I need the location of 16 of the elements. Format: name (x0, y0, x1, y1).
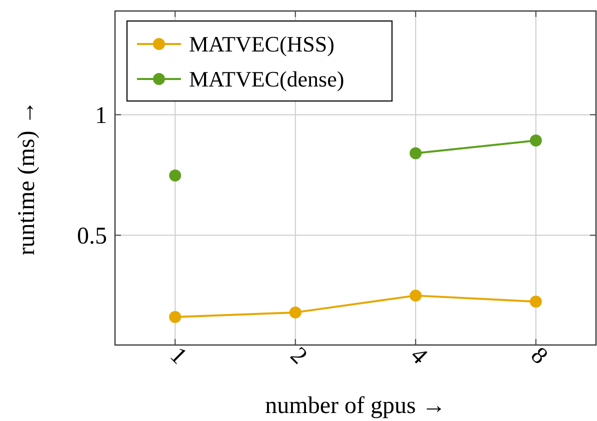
legend-label: MATVEC(HSS) (189, 32, 334, 57)
y-tick-label: 0.5 (77, 224, 107, 250)
x-tick-label: 4 (405, 342, 432, 370)
point (530, 134, 542, 146)
point (169, 169, 182, 182)
x-tick-label: 1 (164, 342, 192, 370)
point (530, 296, 542, 308)
legend-label: MATVEC(dense) (189, 66, 344, 92)
x-axis-title: number of gpus → (265, 393, 446, 419)
point (169, 311, 182, 324)
point (410, 290, 422, 302)
x-tick-label: 8 (525, 342, 552, 370)
point (289, 306, 302, 318)
x-tick-label: 2 (284, 342, 312, 370)
point (410, 147, 422, 160)
y-axis-title: runtime (ms) → (14, 100, 40, 256)
